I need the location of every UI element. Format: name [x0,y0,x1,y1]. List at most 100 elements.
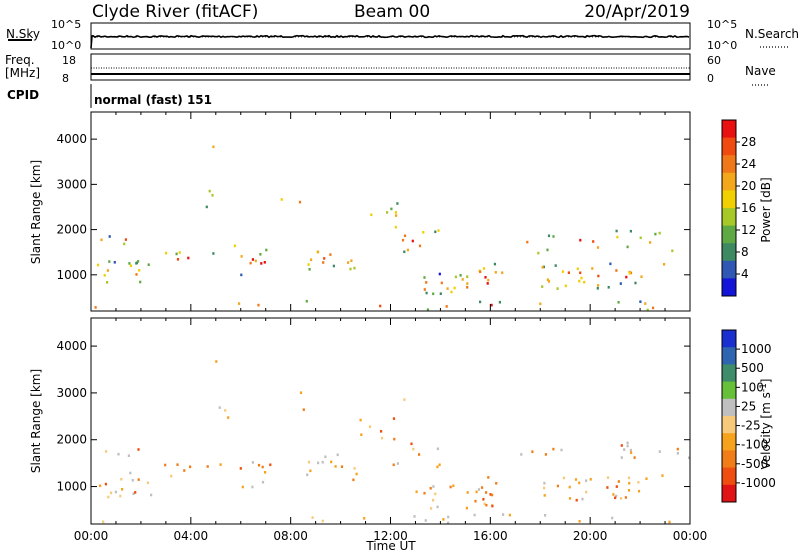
data-cell [479,270,482,274]
colorbar-swatch [722,190,736,209]
time-xlabel: Time UT [365,539,416,553]
data-cell [556,484,559,488]
data-cell [639,236,642,240]
data-cell [311,516,314,519]
data-cell [450,290,453,294]
data-cell [352,478,355,482]
data-cell [108,260,111,263]
data-cell [658,450,661,453]
colorbar-swatch [722,278,736,297]
colorbar-swatch [722,137,736,156]
data-cell [485,491,488,494]
data-cell [620,444,623,447]
data-cell [110,491,113,495]
data-cell [544,514,547,517]
freq-tick-bottom: 8 [62,72,69,85]
date-title: 20/Apr/2019 [584,2,690,22]
data-cell [239,467,242,470]
plot-area [91,112,690,311]
data-cell [123,242,126,246]
freq-tick-top: 18 [62,54,76,67]
data-cell [424,519,427,522]
data-cell [575,498,578,502]
data-cell [396,202,399,205]
data-cell [127,454,130,457]
data-cell [240,273,243,277]
data-cell [629,448,632,452]
data-cell [624,496,627,499]
data-cell [212,252,215,255]
data-cell [541,285,544,288]
data-cell [438,463,441,467]
data-cell [609,262,612,266]
data-cell [218,406,221,409]
data-cell [264,471,267,474]
data-cell [491,493,494,497]
data-cell [425,281,428,284]
data-cell [134,491,137,494]
data-cell [406,248,409,252]
data-cell [615,229,618,233]
data-cell [465,506,468,510]
data-cell [688,456,691,460]
data-cell [403,398,406,401]
data-cell [135,261,138,265]
data-cell [395,214,398,217]
data-cell [671,249,674,253]
data-cell [249,261,252,265]
data-cell [578,279,581,283]
data-cell [94,306,97,309]
beam-title: Beam 00 [354,2,430,22]
data-cell [637,489,641,493]
data-cell [106,281,109,284]
data-cell [454,275,457,279]
colorbar-swatch [722,398,736,417]
data-cell [227,416,230,419]
y-tick-label: 3000 [56,386,87,400]
data-cell [615,485,618,488]
data-cell [466,275,469,278]
data-cell [132,492,135,495]
nsky-tick-bottom: 10^0 [51,39,81,52]
data-cell [107,495,110,499]
data-cell [100,238,103,242]
data-cell [592,240,595,243]
data-cell [556,287,559,290]
colorbar-tick-label: 100 [741,380,764,394]
data-cell [380,430,383,433]
data-cell [423,491,426,495]
data-cell [461,278,464,281]
data-cell [449,485,452,489]
colorbar-tick-label: 1000 [741,342,772,356]
data-cell [658,231,661,235]
data-cell [576,267,579,271]
data-cell [350,259,353,262]
colorbar-swatch [722,208,736,227]
colorbar-swatch [722,225,736,244]
data-cell [215,360,218,363]
colorbar-swatch [722,330,736,348]
data-cell [615,494,618,498]
data-cell [531,450,534,453]
nsky-trace [90,34,690,49]
colorbar-tick-label: -100 [741,438,768,452]
data-cell [489,493,492,496]
data-cell [392,417,396,420]
data-cell [265,248,268,252]
nsky-label: N.Sky [6,27,40,41]
data-cell [261,465,264,469]
data-cell [438,272,441,276]
data-cell [596,287,599,290]
cpid-label: CPID [7,88,39,102]
data-cell [591,267,594,270]
data-cell [257,303,260,307]
data-cell [627,489,631,492]
data-cell [501,271,504,274]
nsearch-label: N.Search [745,27,799,41]
data-cell [393,437,396,441]
velocity-ylabel: Slant Range [km] [29,369,43,473]
data-cell [611,516,614,520]
data-cell [560,448,563,452]
data-cell [432,485,435,488]
data-cell [479,300,482,304]
